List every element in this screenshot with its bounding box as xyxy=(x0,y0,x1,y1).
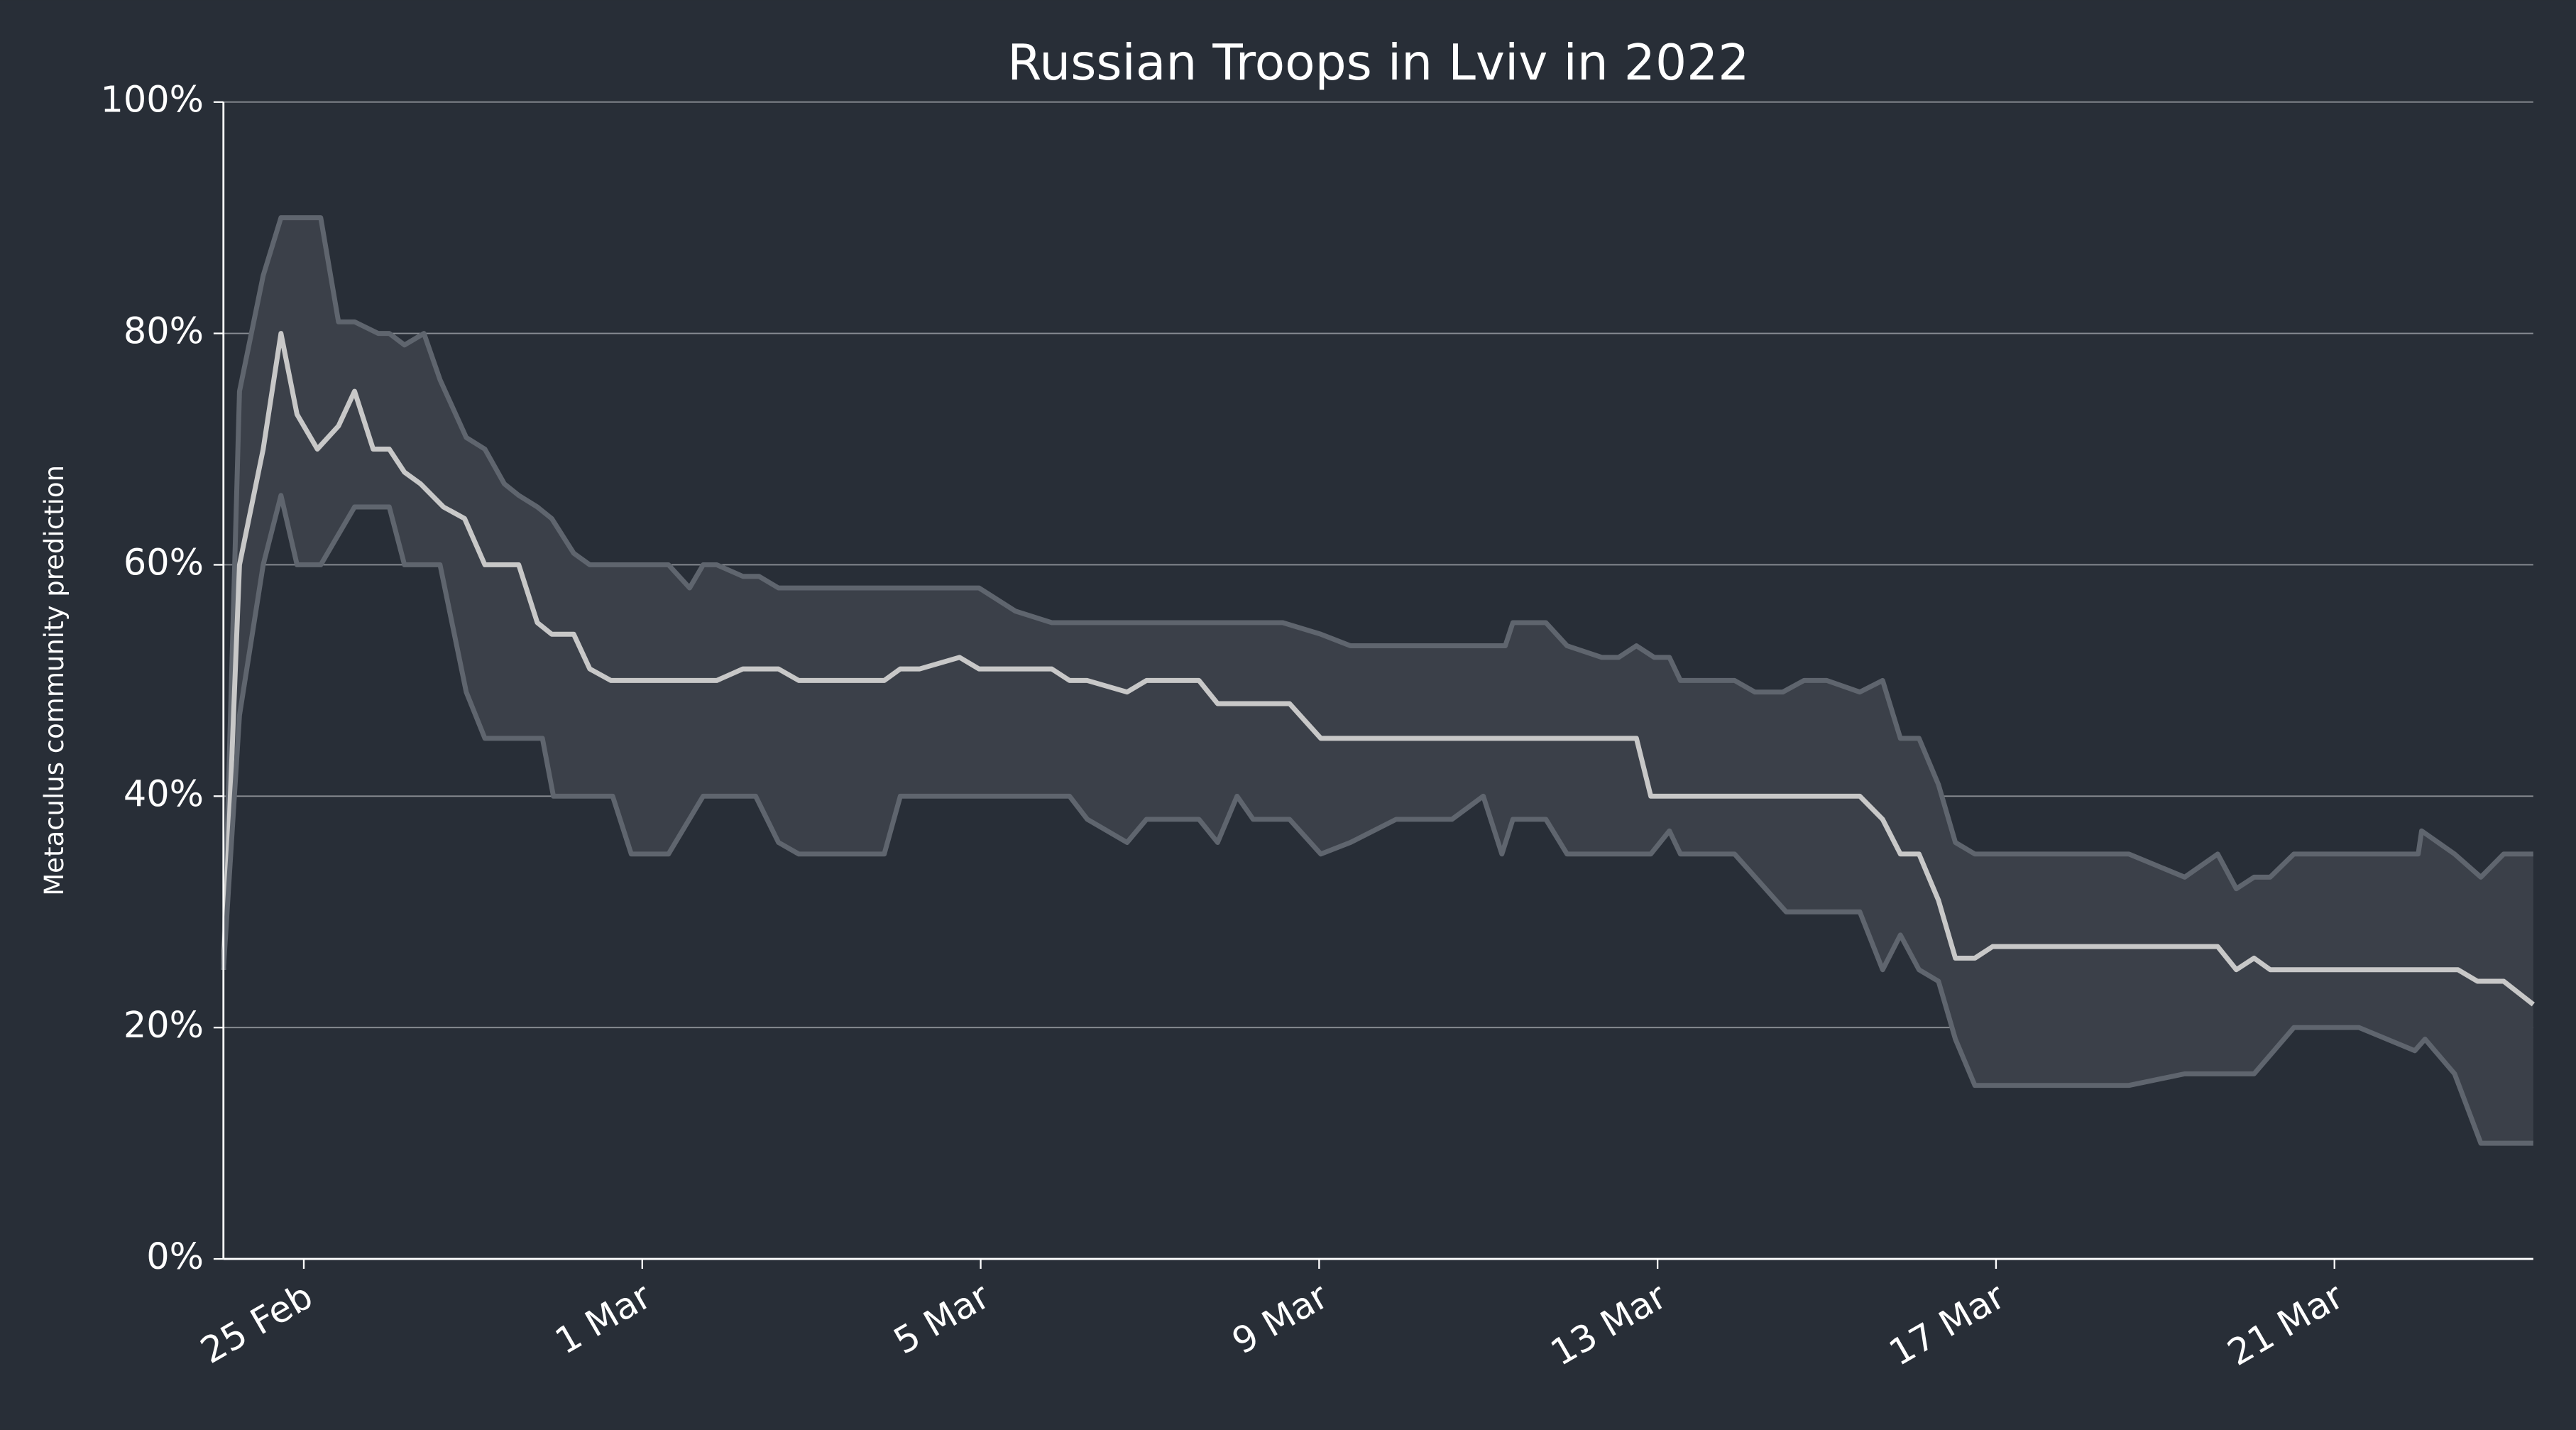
y-tick-label: 40% xyxy=(124,773,204,815)
band xyxy=(223,217,2533,1144)
chart-title: Russian Troops in Lviv in 2022 xyxy=(1007,35,1749,92)
y-tick-label: 100% xyxy=(100,80,204,121)
series-line xyxy=(221,215,2533,970)
series-line xyxy=(221,493,2533,1146)
y-tick-label: 60% xyxy=(124,542,204,584)
y-axis-label: Metaculus community prediction xyxy=(39,465,70,896)
series-line xyxy=(221,331,2535,1007)
y-tick-label: 0% xyxy=(146,1236,204,1278)
y-tick-label: 20% xyxy=(124,1005,204,1047)
y-tick-label: 80% xyxy=(124,311,204,353)
